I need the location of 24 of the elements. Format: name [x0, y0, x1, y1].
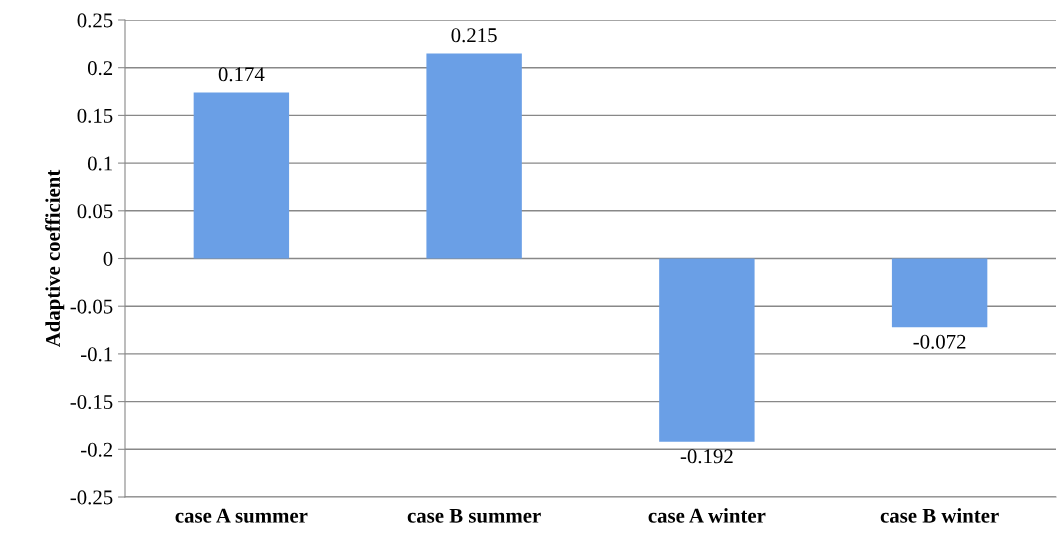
y-tick-label: 0.2	[87, 61, 113, 76]
x-tick-label: case B winter	[880, 508, 999, 523]
y-tick-label: -0.05	[70, 299, 113, 314]
y-axis-title: Adaptive coefficient	[45, 169, 65, 348]
y-tick-label: 0.05	[77, 204, 113, 219]
y-tick-label: -0.2	[80, 442, 113, 457]
bar	[891, 258, 988, 328]
y-tick-label: 0.25	[77, 13, 113, 28]
x-tick-label: case B summer	[407, 508, 541, 523]
data-label: -0.192	[680, 449, 733, 464]
y-tick-label: -0.15	[70, 394, 113, 410]
y-tick-label: 0.15	[77, 108, 113, 123]
x-tick-label: case A summer	[175, 508, 308, 523]
data-label: -0.072	[913, 334, 966, 349]
y-tick-label: -0.1	[80, 347, 112, 362]
data-label: 0.174	[218, 67, 265, 82]
bar	[193, 92, 290, 259]
bar	[426, 53, 522, 259]
data-label: 0.215	[451, 28, 497, 43]
bar	[659, 258, 755, 442]
y-tick-label: 0	[103, 251, 113, 266]
y-tick-label: 0.1	[87, 156, 112, 171]
x-tick-label: case A winter	[648, 508, 766, 523]
y-tick-label: -0.25	[70, 490, 113, 505]
